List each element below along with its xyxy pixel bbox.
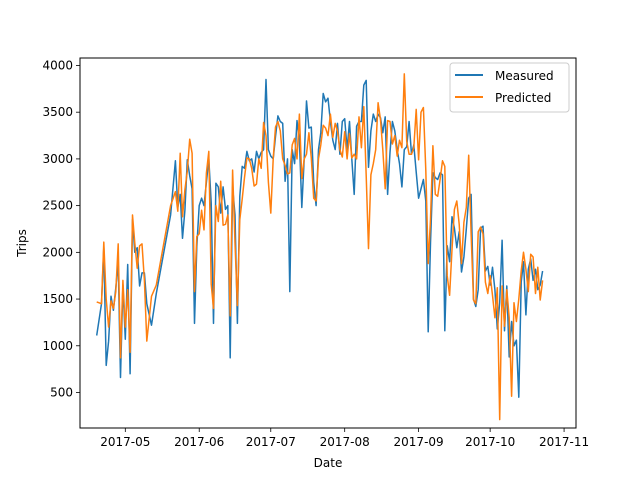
y-tick-label: 1500 bbox=[42, 292, 73, 306]
x-tick-label: 2017-07 bbox=[246, 435, 296, 449]
x-axis-label: Date bbox=[314, 456, 343, 470]
y-tick-label: 1000 bbox=[42, 339, 73, 353]
series-group bbox=[95, 73, 544, 421]
x-axis: 2017-05 2017-06 2017-07 2017-08 2017-09 2017-… bbox=[100, 428, 589, 449]
legend: Measured Predicted bbox=[449, 62, 570, 113]
x-tick-label: 2017-05 bbox=[100, 435, 150, 449]
y-axis-label: Trips bbox=[15, 229, 29, 258]
x-tick-label: 2017-09 bbox=[394, 435, 444, 449]
x-tick-label: 2017-06 bbox=[174, 435, 224, 449]
y-tick-label: 3500 bbox=[42, 105, 73, 119]
x-tick-label: 2017-10 bbox=[465, 435, 515, 449]
y-tick-label: 2000 bbox=[42, 245, 73, 259]
y-tick-label: 3000 bbox=[42, 152, 73, 166]
series-line-measured bbox=[95, 78, 544, 398]
x-tick-label: 2017-11 bbox=[539, 435, 589, 449]
legend-label-measured: Measured bbox=[495, 69, 554, 83]
legend-label-predicted: Predicted bbox=[495, 91, 551, 105]
y-tick-label: 500 bbox=[50, 385, 73, 399]
y-tick-label: 4000 bbox=[42, 58, 73, 72]
y-axis: 500 1000 1500 2000 2500 3000 3500 4000 bbox=[42, 58, 80, 399]
plot-frame bbox=[79, 57, 577, 429]
x-tick-label: 2017-08 bbox=[320, 435, 370, 449]
series-line-predicted bbox=[96, 73, 544, 421]
y-tick-label: 2500 bbox=[42, 199, 73, 213]
